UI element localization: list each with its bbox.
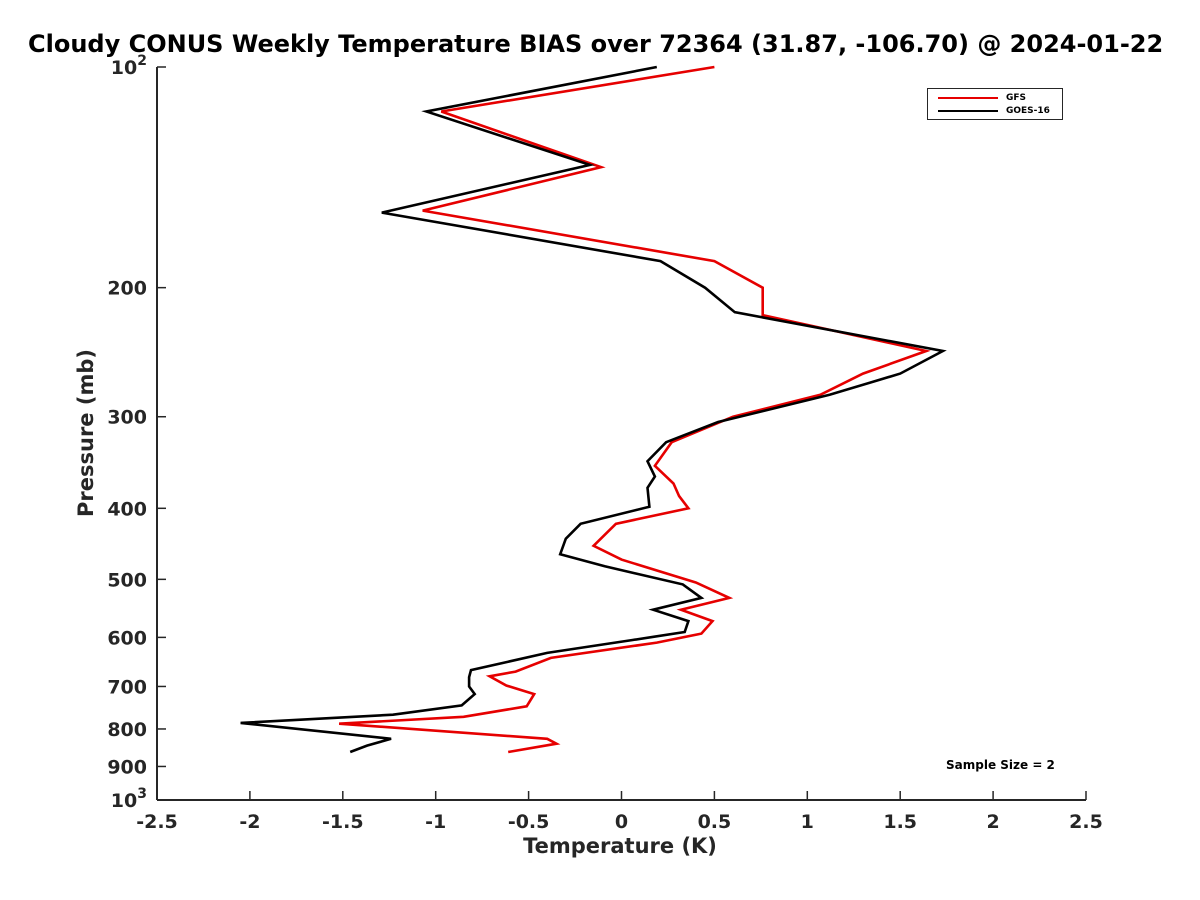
y-tick-label: 600: [107, 627, 147, 649]
x-tick-label: -1.5: [322, 811, 364, 833]
y-tick-label: 500: [107, 569, 147, 591]
x-tick-label: -2.5: [136, 811, 178, 833]
x-tick-label: 2.5: [1069, 811, 1103, 833]
x-tick-label: -0.5: [508, 811, 550, 833]
sample-size-annotation: Sample Size = 2: [946, 758, 1055, 772]
y-tick-label: 800: [107, 719, 147, 741]
legend-item-goes16: GOES-16: [938, 104, 1050, 117]
x-tick-label: -1: [425, 811, 446, 833]
x-tick-label: 1: [801, 811, 814, 833]
x-tick-label: 0: [615, 811, 628, 833]
axes-layer: [156, 67, 1086, 801]
legend-label-goes16: GOES-16: [1006, 105, 1050, 116]
chart-title: Cloudy CONUS Weekly Temperature BIAS ove…: [28, 30, 1164, 58]
y-tick-label: 900: [107, 756, 147, 778]
y-tick-label: 102: [111, 53, 147, 79]
y-axis-label: Pressure (mb): [74, 349, 98, 517]
y-tick-label: 103: [111, 786, 147, 812]
y-tick-label: 200: [107, 278, 147, 300]
series-line-gfs: [339, 65, 931, 754]
legend-swatch-goes16: [938, 109, 998, 112]
series-line-goes16: [240, 65, 947, 754]
y-tick-label: 400: [107, 498, 147, 520]
x-tick-label: -2: [239, 811, 260, 833]
series-layer: [240, 65, 947, 754]
x-tick-label: 2: [986, 811, 999, 833]
x-axis-label: Temperature (K): [523, 834, 717, 858]
y-tick-label: 300: [107, 407, 147, 429]
legend: GFS GOES-16: [927, 88, 1063, 120]
legend-label-gfs: GFS: [1006, 92, 1027, 103]
ticks-layer: -2.5 -2 -1.5 -1 -0.5 0 0.5 1 1.5 2 2.5 102 200 300 400…: [107, 53, 1103, 833]
legend-swatch-gfs: [938, 96, 998, 99]
legend-item-gfs: GFS: [938, 91, 1026, 104]
y-tick-label: 700: [107, 676, 147, 698]
x-tick-label: 1.5: [883, 811, 917, 833]
x-tick-label: 0.5: [698, 811, 732, 833]
